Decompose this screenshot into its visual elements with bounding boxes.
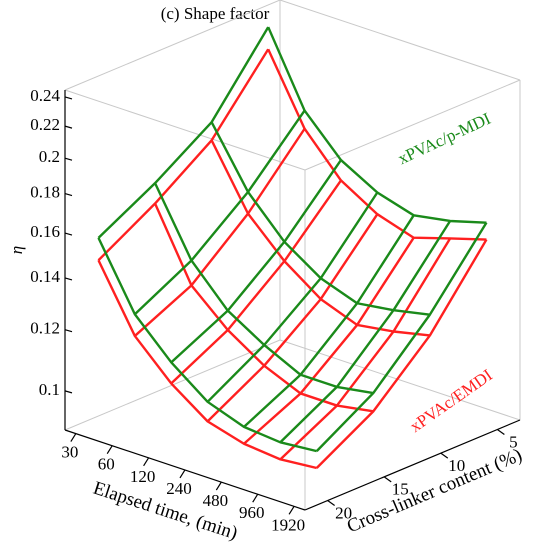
y-tick-label: 0.2: [39, 147, 60, 166]
surface-wire: [315, 222, 488, 452]
y-tick-label: 0.12: [30, 319, 60, 338]
x-tick: [288, 506, 295, 515]
y-tick: [64, 390, 73, 394]
surface-wire: [206, 213, 379, 423]
x-tick-label: 30: [61, 443, 78, 462]
y-tick-label: 0.14: [30, 267, 60, 286]
z-tick: [383, 476, 392, 483]
x-tick-label: 960: [239, 503, 265, 522]
z-tick: [440, 452, 449, 459]
chart-title: (c) Shape factor: [161, 4, 270, 23]
z-tick-label: 15: [392, 480, 409, 499]
surface-wire: [279, 220, 452, 444]
surface-wire: [97, 26, 270, 239]
z-tick-label: 5: [509, 432, 518, 451]
x-tick-label: 1920: [271, 515, 305, 534]
x-tick: [70, 433, 77, 442]
surface-wire: [97, 237, 317, 453]
x-tick-label: 480: [203, 491, 229, 510]
surface-wire: [243, 237, 415, 445]
frame-line: [304, 79, 521, 171]
x-tick: [106, 445, 113, 455]
y-axis-label: η: [7, 246, 26, 254]
y-tick-label: 0.16: [30, 222, 60, 241]
frame-line: [279, 0, 521, 81]
series-label: xPVAc/p-MDI: [395, 109, 494, 169]
surface-wire: [206, 191, 379, 403]
y-tick: [64, 96, 73, 100]
frame-line: [279, 339, 521, 421]
x-tick: [143, 457, 150, 467]
x-tick-label: 240: [166, 479, 192, 498]
surface-wire: [170, 179, 342, 385]
z-tick: [327, 500, 335, 507]
x-tick-label: 60: [98, 455, 115, 474]
z-tick: [497, 428, 505, 435]
surface-wire: [279, 237, 452, 461]
surface-wire: [97, 259, 317, 470]
y-tick-label: 0.1: [39, 380, 60, 399]
y-tick: [64, 329, 73, 333]
y-tick: [64, 157, 73, 161]
surface-wire: [315, 238, 488, 469]
y-tick-label: 0.24: [30, 86, 60, 105]
x-tick: [215, 481, 222, 491]
y-tick-label: 0.22: [30, 115, 60, 134]
y-tick: [64, 192, 73, 197]
frame-line: [64, 0, 281, 91]
y-tick-label: 0.18: [30, 182, 60, 201]
surface-wire: [134, 109, 306, 316]
surface-wire: [134, 128, 306, 337]
z-axis: [304, 419, 521, 511]
y-tick: [64, 232, 73, 236]
z-tick-label: 20: [335, 503, 352, 522]
x-tick: [252, 493, 259, 503]
y-tick: [64, 277, 73, 281]
surface-wire: [97, 48, 270, 262]
z-tick-label: 10: [448, 456, 465, 475]
surface-wire: [170, 159, 342, 364]
x-axis: [64, 429, 306, 511]
frame-line: [64, 89, 306, 171]
x-tick-label: 120: [130, 467, 156, 486]
y-tick: [64, 125, 73, 129]
x-tick: [179, 469, 186, 479]
surface-wire: [243, 214, 415, 428]
z-axis-label: Cross-linker content (%): [344, 445, 525, 538]
series-label: xPVAc/EMDI: [406, 365, 496, 436]
